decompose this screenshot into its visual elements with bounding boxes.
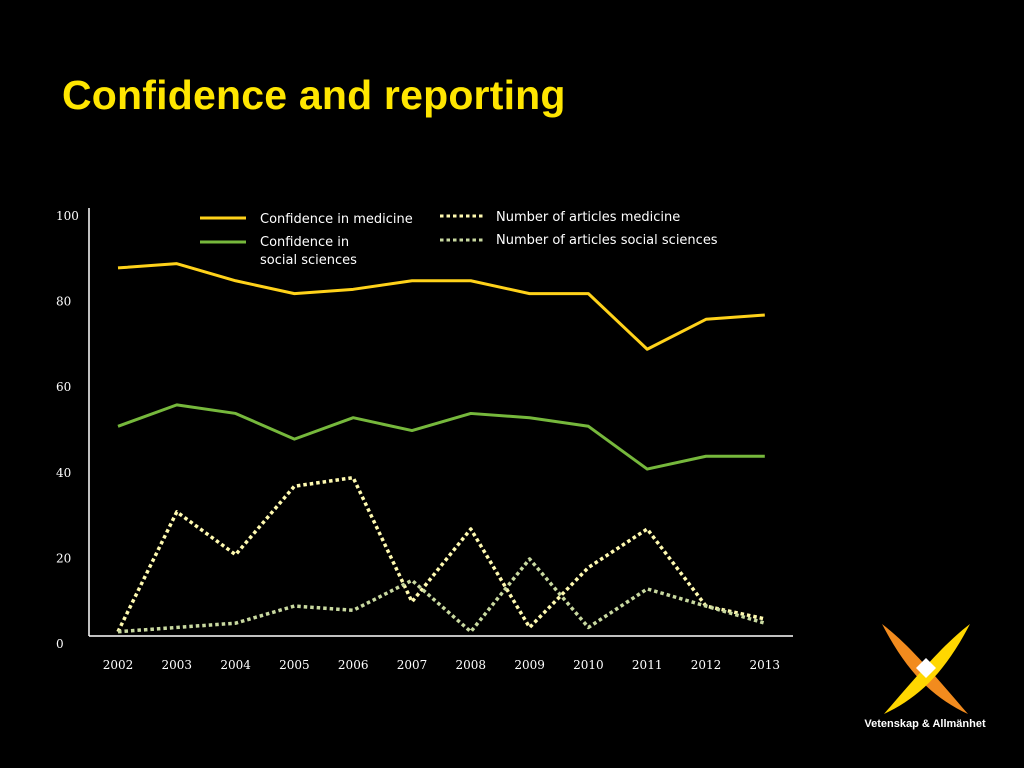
y-tick-label: 100 xyxy=(56,209,79,223)
x-tick-label: 2007 xyxy=(397,658,428,672)
x-tick-label: 2003 xyxy=(162,658,193,672)
x-tick-label: 2004 xyxy=(220,658,251,672)
legend-label: Confidence in xyxy=(260,235,349,250)
x-tick-label: 2013 xyxy=(750,658,781,672)
y-tick-label: 40 xyxy=(56,466,71,480)
series-line xyxy=(117,403,765,471)
y-tick-label: 80 xyxy=(56,295,71,309)
series-line xyxy=(116,475,766,633)
x-tick-label: 2005 xyxy=(279,658,310,672)
legend-label: Confidence in medicine xyxy=(260,212,413,227)
logo-icon xyxy=(882,624,970,714)
x-tick-label: 2012 xyxy=(691,658,722,672)
legend-label: Number of articles medicine xyxy=(496,210,680,225)
x-tick-label: 2006 xyxy=(338,658,369,672)
legend-label: Number of articles social sciences xyxy=(496,233,718,248)
x-tick-label: 2011 xyxy=(632,658,663,672)
legend-label: social sciences xyxy=(260,253,357,268)
x-tick-label: 2008 xyxy=(456,658,487,672)
x-tick-label: 2009 xyxy=(514,658,545,672)
x-tick-label: 2010 xyxy=(573,658,604,672)
y-tick-label: 60 xyxy=(56,380,71,394)
y-tick-label: 20 xyxy=(56,551,71,565)
logo-text: Vetenskap & Allmänhet xyxy=(864,718,986,730)
page-title: Confidence and reporting xyxy=(62,72,566,118)
brand-logo: Vetenskap & Allmänhet xyxy=(860,622,990,734)
series-line xyxy=(117,557,766,634)
series-line xyxy=(117,262,765,351)
y-tick-label: 0 xyxy=(56,637,64,651)
x-tick-label: 2002 xyxy=(103,658,134,672)
